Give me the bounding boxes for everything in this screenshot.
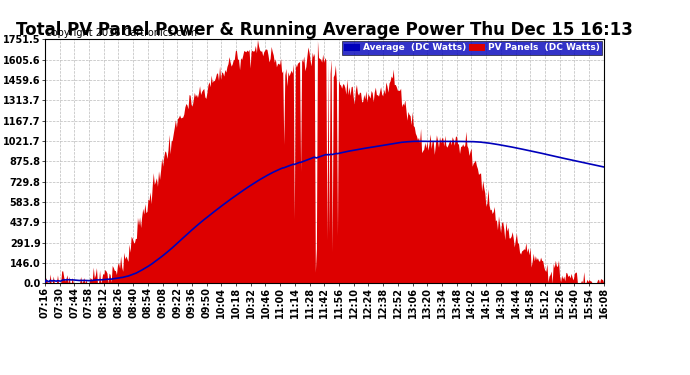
Title: Total PV Panel Power & Running Average Power Thu Dec 15 16:13: Total PV Panel Power & Running Average P… [16,21,633,39]
Text: Copyright 2016 Cartronics.com: Copyright 2016 Cartronics.com [46,28,197,38]
Legend: Average  (DC Watts), PV Panels  (DC Watts): Average (DC Watts), PV Panels (DC Watts) [342,41,602,55]
